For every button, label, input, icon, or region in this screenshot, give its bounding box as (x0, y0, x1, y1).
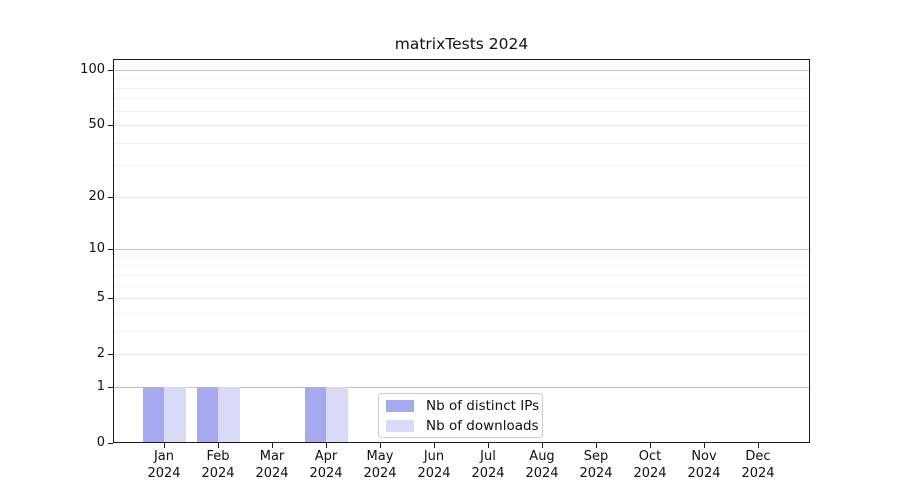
x-tick-nov (704, 443, 705, 448)
bar-apr-distinct-ips (304, 387, 327, 442)
x-tick-label-dec: Dec 2024 (741, 449, 775, 481)
gridline-2 (114, 354, 809, 355)
x-tick-label-nov: Nov 2024 (687, 449, 721, 481)
y-tick-1 (108, 387, 113, 388)
minor-gridline-40 (114, 143, 809, 144)
x-tick-label-aug: Aug 2024 (525, 449, 559, 481)
bar-apr-downloads (326, 387, 348, 442)
legend: Nb of distinct IPs Nb of downloads (378, 393, 543, 438)
legend-label-distinct-ips: Nb of distinct IPs (426, 397, 540, 414)
y-tick-label-0: 0 (96, 435, 105, 450)
legend-label-downloads: Nb of downloads (426, 417, 539, 434)
minor-gridline-9 (114, 257, 809, 258)
minor-gridline-60 (114, 111, 809, 112)
y-tick-label-1: 1 (96, 379, 105, 394)
x-tick-label-oct: Oct 2024 (633, 449, 667, 481)
minor-gridline-30 (114, 165, 809, 166)
legend-swatch-distinct-ips (386, 399, 414, 412)
gridline-20 (114, 197, 809, 198)
plot-area (113, 59, 810, 443)
x-tick-label-may: May 2024 (363, 449, 397, 481)
y-tick-20 (108, 197, 113, 198)
bar-jan-downloads (164, 387, 186, 442)
x-tick-label-feb: Feb 2024 (201, 449, 235, 481)
y-tick-2 (108, 354, 113, 355)
legend-swatch-downloads (386, 419, 414, 432)
x-tick-sep (596, 443, 597, 448)
x-tick-aug (542, 443, 543, 448)
y-tick-50 (108, 125, 113, 126)
x-tick-label-jun: Jun 2024 (417, 449, 451, 481)
x-tick-label-mar: Mar 2024 (255, 449, 289, 481)
gridline-100 (114, 70, 809, 71)
legend-item-distinct-ips: Nb of distinct IPs (386, 398, 542, 414)
bar-feb-downloads (218, 387, 240, 442)
y-tick-10 (108, 249, 113, 250)
x-tick-label-apr: Apr 2024 (309, 449, 343, 481)
y-tick-label-100: 100 (80, 62, 105, 77)
minor-gridline-7 (114, 275, 809, 276)
x-tick-may (380, 443, 381, 448)
minor-gridline-4 (114, 313, 809, 314)
y-tick-label-20: 20 (88, 189, 105, 204)
y-tick-100 (108, 70, 113, 71)
gridline-50 (114, 125, 809, 126)
y-tick-label-5: 5 (96, 290, 105, 305)
gridline-5 (114, 298, 809, 299)
x-tick-jan (164, 443, 165, 448)
minor-gridline-90 (114, 78, 809, 79)
minor-gridline-3 (114, 331, 809, 332)
x-tick-oct (650, 443, 651, 448)
y-tick-0 (108, 443, 113, 444)
gridline-10 (114, 249, 809, 250)
x-tick-mar (272, 443, 273, 448)
x-tick-feb (218, 443, 219, 448)
y-tick-label-50: 50 (88, 117, 105, 132)
legend-item-downloads: Nb of downloads (386, 418, 542, 434)
y-tick-label-2: 2 (96, 346, 105, 361)
y-tick-label-10: 10 (88, 241, 105, 256)
bar-jan-distinct-ips (142, 387, 165, 442)
bar-feb-distinct-ips (196, 387, 219, 442)
minor-gridline-8 (114, 265, 809, 266)
chart-title: matrixTests 2024 (394, 35, 529, 53)
x-tick-jun (434, 443, 435, 448)
x-tick-label-sep: Sep 2024 (579, 449, 613, 481)
gridline-1 (114, 387, 809, 388)
y-tick-5 (108, 298, 113, 299)
x-tick-dec (758, 443, 759, 448)
minor-gridline-70 (114, 98, 809, 99)
x-tick-label-jan: Jan 2024 (147, 449, 181, 481)
minor-gridline-6 (114, 286, 809, 287)
x-tick-jul (488, 443, 489, 448)
x-tick-label-jul: Jul 2024 (471, 449, 505, 481)
minor-gridline-80 (114, 88, 809, 89)
x-tick-apr (326, 443, 327, 448)
